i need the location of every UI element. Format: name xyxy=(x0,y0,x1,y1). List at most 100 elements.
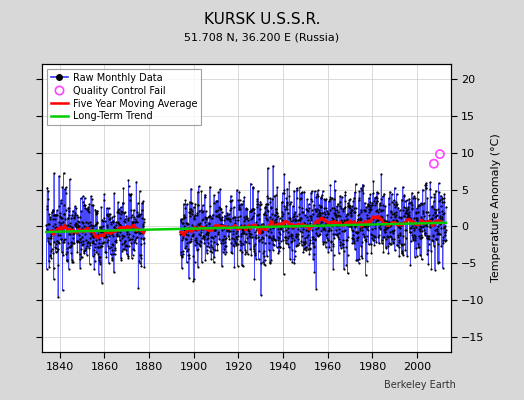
Point xyxy=(306,237,314,243)
Point xyxy=(421,230,429,236)
Point xyxy=(320,209,328,216)
Point xyxy=(410,227,418,234)
Point xyxy=(113,230,121,237)
Point xyxy=(108,219,117,225)
Point xyxy=(139,219,148,225)
Point xyxy=(231,214,239,221)
Point xyxy=(273,210,281,216)
Point xyxy=(223,210,232,216)
Point xyxy=(290,260,299,266)
Point xyxy=(63,215,72,221)
Point xyxy=(68,240,77,246)
Point xyxy=(194,202,203,209)
Point xyxy=(183,201,191,207)
Point xyxy=(310,250,319,257)
Point xyxy=(426,179,434,186)
Point xyxy=(438,199,446,205)
Point xyxy=(379,249,388,255)
Point xyxy=(409,237,418,244)
Point xyxy=(392,212,400,218)
Point xyxy=(290,210,298,217)
Point xyxy=(441,238,449,244)
Point xyxy=(234,197,243,203)
Point xyxy=(115,222,124,228)
Point xyxy=(229,228,237,234)
Point xyxy=(403,220,412,226)
Point xyxy=(116,222,125,228)
Point xyxy=(105,231,114,238)
Point xyxy=(408,223,417,229)
Point xyxy=(278,217,287,224)
Point xyxy=(345,196,354,202)
Point xyxy=(379,202,387,208)
Point xyxy=(253,204,261,210)
Point xyxy=(57,236,65,243)
Point xyxy=(223,227,231,234)
Point xyxy=(193,210,202,216)
Point xyxy=(131,237,139,243)
Point xyxy=(249,246,258,252)
Point xyxy=(290,187,298,194)
Point xyxy=(265,233,273,240)
Point xyxy=(128,220,136,227)
Point xyxy=(422,221,431,227)
Point xyxy=(435,197,444,203)
Point xyxy=(46,235,54,241)
Point xyxy=(42,266,51,272)
Point xyxy=(87,193,95,199)
Point xyxy=(335,250,343,256)
Point xyxy=(362,233,370,239)
Point xyxy=(352,222,360,228)
Point xyxy=(105,216,114,222)
Point xyxy=(420,200,428,206)
Point xyxy=(240,194,248,200)
Point xyxy=(410,222,419,228)
Point xyxy=(43,220,52,227)
Point xyxy=(283,241,292,247)
Point xyxy=(268,225,277,232)
Point xyxy=(438,196,446,203)
Point xyxy=(269,162,277,169)
Point xyxy=(336,239,345,245)
Point xyxy=(323,214,331,220)
Point xyxy=(94,254,103,260)
Point xyxy=(307,240,315,246)
Point xyxy=(106,215,115,221)
Point xyxy=(49,206,57,213)
Point xyxy=(138,226,146,233)
Point xyxy=(314,223,322,229)
Point xyxy=(267,204,275,211)
Point xyxy=(223,216,232,222)
Point xyxy=(256,230,265,236)
Point xyxy=(339,237,347,244)
Point xyxy=(410,233,419,239)
Point xyxy=(315,208,323,215)
Point xyxy=(239,230,247,236)
Point xyxy=(270,237,279,243)
Point xyxy=(264,208,272,214)
Point xyxy=(241,246,249,253)
Point xyxy=(132,235,140,241)
Point xyxy=(81,247,90,254)
Point xyxy=(309,210,317,217)
Point xyxy=(345,204,353,210)
Point xyxy=(204,240,212,246)
Point xyxy=(257,235,265,242)
Point xyxy=(187,238,195,244)
Point xyxy=(427,216,435,222)
Point xyxy=(59,225,68,232)
Point xyxy=(353,237,361,243)
Point xyxy=(336,218,345,224)
Point xyxy=(56,213,64,219)
Point xyxy=(121,219,129,225)
Point xyxy=(59,218,67,225)
Point xyxy=(252,256,260,262)
Point xyxy=(199,226,208,232)
Point xyxy=(402,208,410,215)
Point xyxy=(294,216,303,223)
Point xyxy=(56,214,64,220)
Point xyxy=(243,215,252,221)
Point xyxy=(110,213,118,219)
Point xyxy=(224,214,232,221)
Point xyxy=(198,217,206,224)
